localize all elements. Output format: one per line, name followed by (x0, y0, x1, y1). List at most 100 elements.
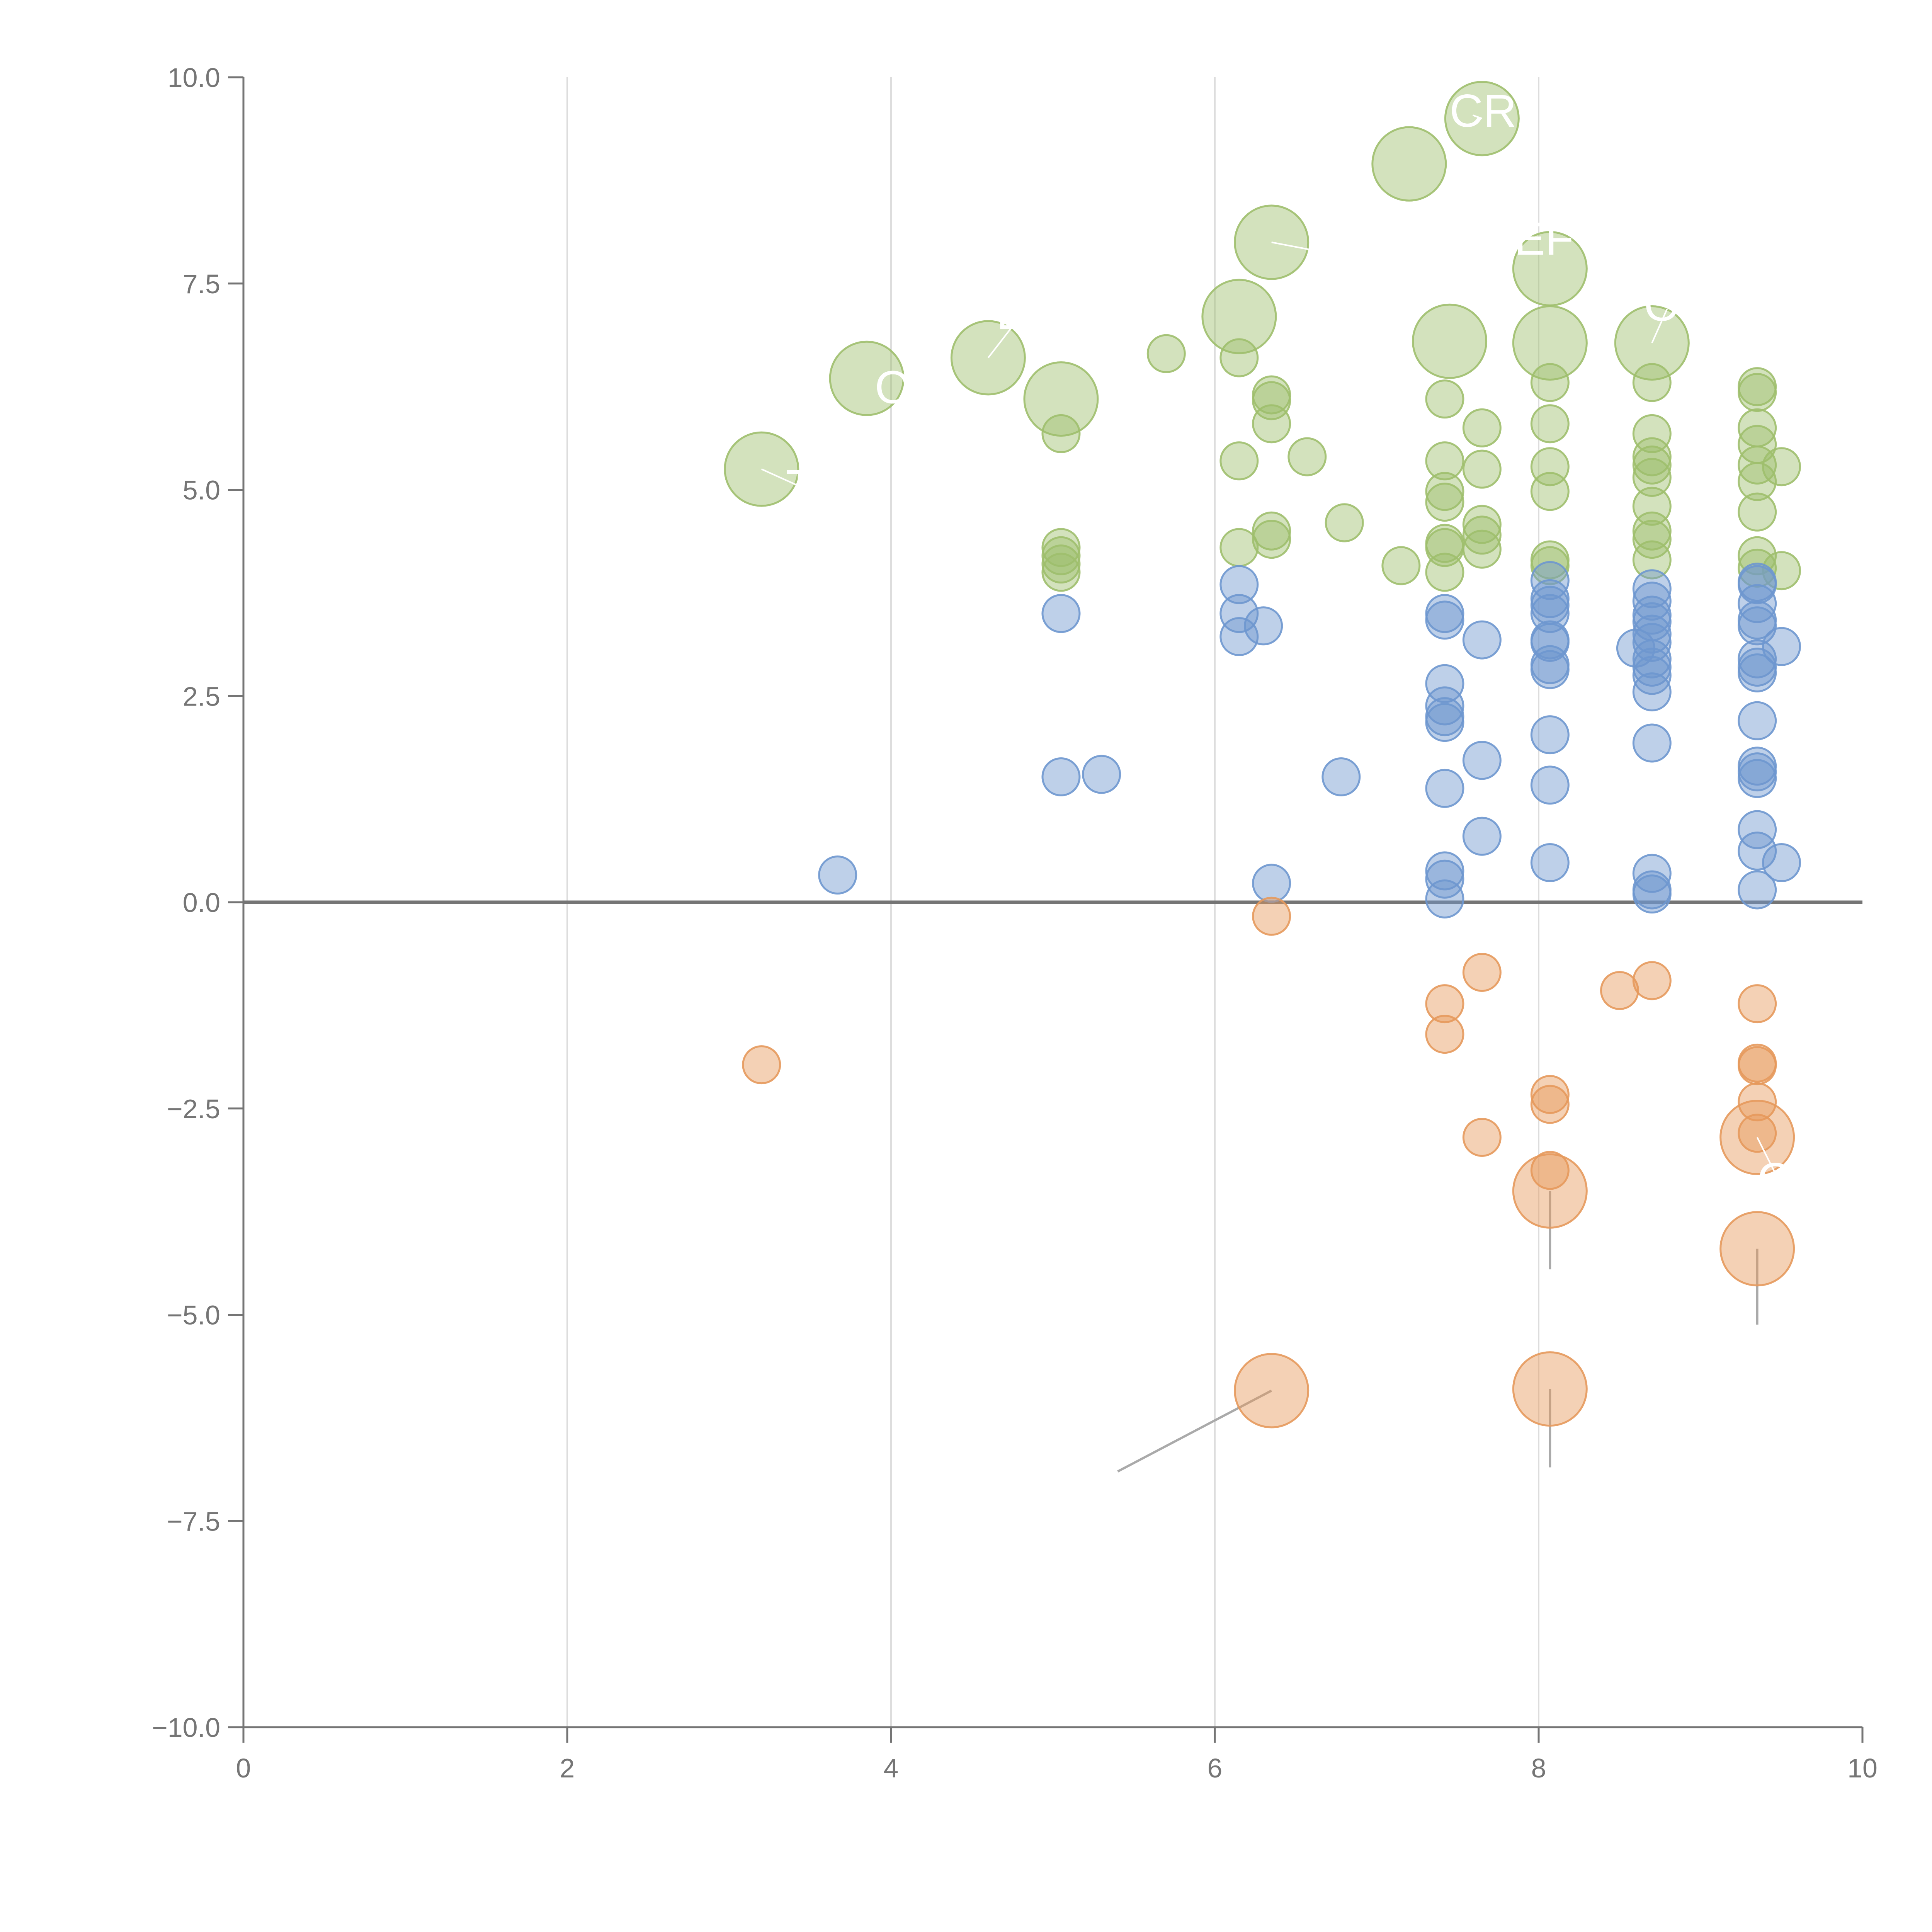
data-point-high (1425, 553, 1464, 592)
data-point-high (1412, 303, 1488, 379)
data-point-high (1512, 305, 1588, 381)
data-point-low (1252, 896, 1291, 936)
data-point-high (1023, 361, 1099, 437)
y-tick-label: 7.5 (183, 269, 220, 299)
data-point-low (1425, 984, 1464, 1024)
data-point-mid (1219, 565, 1259, 604)
data-point-low (1425, 1015, 1464, 1054)
data-point-high (1146, 334, 1186, 373)
data-point-high (1201, 279, 1277, 354)
data-point-mid (818, 855, 857, 895)
y-tick-label: −10.0 (152, 1713, 220, 1743)
data-point-low (1512, 1153, 1588, 1229)
data-point-mid (1425, 686, 1464, 726)
label-leader (761, 468, 810, 492)
point-label: T (786, 461, 814, 512)
data-point-high (1632, 457, 1672, 497)
data-point-high (1738, 492, 1777, 532)
data-point-mid (1530, 622, 1570, 662)
y-tick-label: 5.0 (183, 475, 220, 505)
x-tick-label: 8 (1531, 1753, 1546, 1783)
data-point-mid (1632, 723, 1672, 763)
data-point-mid (1632, 639, 1672, 679)
point-label: O (1644, 279, 1680, 331)
data-point-mid (1425, 859, 1464, 899)
data-point-mid (1738, 639, 1777, 679)
axes: 0 2 4 6 8 10 10.0 7.5 5.0 2.5 0.0 −2.5 −5.0 −7.5 −10.0 (152, 63, 1878, 1783)
data-point-high (1462, 408, 1502, 447)
data-point-high (1425, 483, 1464, 522)
data-point-mid (1219, 594, 1259, 633)
data-point-mid (1632, 672, 1672, 712)
point-label: EF (1514, 213, 1573, 265)
data-point-high (1632, 520, 1672, 559)
data-point-low (1462, 952, 1502, 992)
data-point-high (1530, 363, 1570, 402)
data-point-mid (1738, 832, 1777, 871)
data-point-high (1762, 551, 1801, 590)
data-point-high (1425, 379, 1464, 419)
data-point-high (1325, 503, 1364, 543)
data-point-high (1041, 544, 1081, 584)
data-point-mid (1738, 759, 1777, 798)
data-point-high (1632, 511, 1672, 551)
data-point-low (1530, 1151, 1570, 1190)
data-point-high (1041, 536, 1081, 575)
data-point-high (1632, 540, 1672, 580)
label-leader (987, 316, 1020, 359)
y-tick-label: −2.5 (167, 1094, 220, 1124)
data-point-high (1425, 472, 1464, 511)
data-point-mid (1425, 851, 1464, 891)
data-point-high (1252, 404, 1291, 444)
data-point-mid (1462, 620, 1502, 660)
y-tick-label: −5.0 (167, 1300, 220, 1330)
x-tick-label: 0 (236, 1753, 251, 1783)
data-point-mid (1425, 769, 1464, 808)
data-point-low (1234, 1353, 1310, 1429)
point-label: OR (875, 361, 944, 413)
data-point-mid (1321, 757, 1361, 796)
data-point-low (1738, 984, 1777, 1024)
data-point-low (742, 1045, 781, 1085)
data-point-mid (1632, 656, 1672, 695)
data-point-low (1719, 1211, 1795, 1287)
data-point-low (1462, 1117, 1502, 1157)
data-point-low (1512, 1351, 1588, 1427)
data-point-mid (1462, 741, 1502, 780)
data-point-high (1530, 404, 1570, 444)
leader-lines (1117, 1191, 1759, 1473)
point-labels: CR EF IA LC O OR T C (761, 85, 1791, 1205)
data-point-mid (1632, 582, 1672, 621)
y-tick-label: 2.5 (183, 681, 220, 711)
data-point-high (1219, 528, 1259, 567)
data-point-high (1041, 414, 1081, 453)
data-point-mid (1425, 879, 1464, 918)
data-point-mid (1041, 757, 1081, 796)
data-points (724, 81, 1801, 1429)
data-point-mid (1244, 606, 1283, 646)
data-point-mid (1252, 864, 1291, 903)
data-point-low (1530, 1075, 1570, 1114)
data-point-mid (1082, 755, 1121, 794)
data-point-high (1381, 546, 1421, 585)
label-leader (1271, 242, 1384, 265)
data-point-mid (1632, 854, 1672, 893)
data-point-mid (1219, 617, 1259, 656)
data-point-mid (1530, 765, 1570, 805)
data-point-low (1738, 1082, 1777, 1122)
data-point-high (1632, 414, 1672, 453)
data-point-high (1632, 437, 1672, 476)
data-point-high (1632, 363, 1672, 402)
data-point-mid (1530, 843, 1570, 883)
leader-line (1117, 1389, 1272, 1473)
label-leader (1651, 309, 1668, 344)
data-point-high (1762, 447, 1801, 486)
data-point-mid (1738, 870, 1777, 910)
data-point-high (1371, 126, 1447, 202)
data-point-high (1738, 462, 1777, 501)
point-label: C (1757, 1153, 1791, 1205)
data-point-mid (1530, 650, 1570, 689)
point-label: CR (1450, 85, 1517, 137)
data-point-mid (1762, 627, 1801, 666)
